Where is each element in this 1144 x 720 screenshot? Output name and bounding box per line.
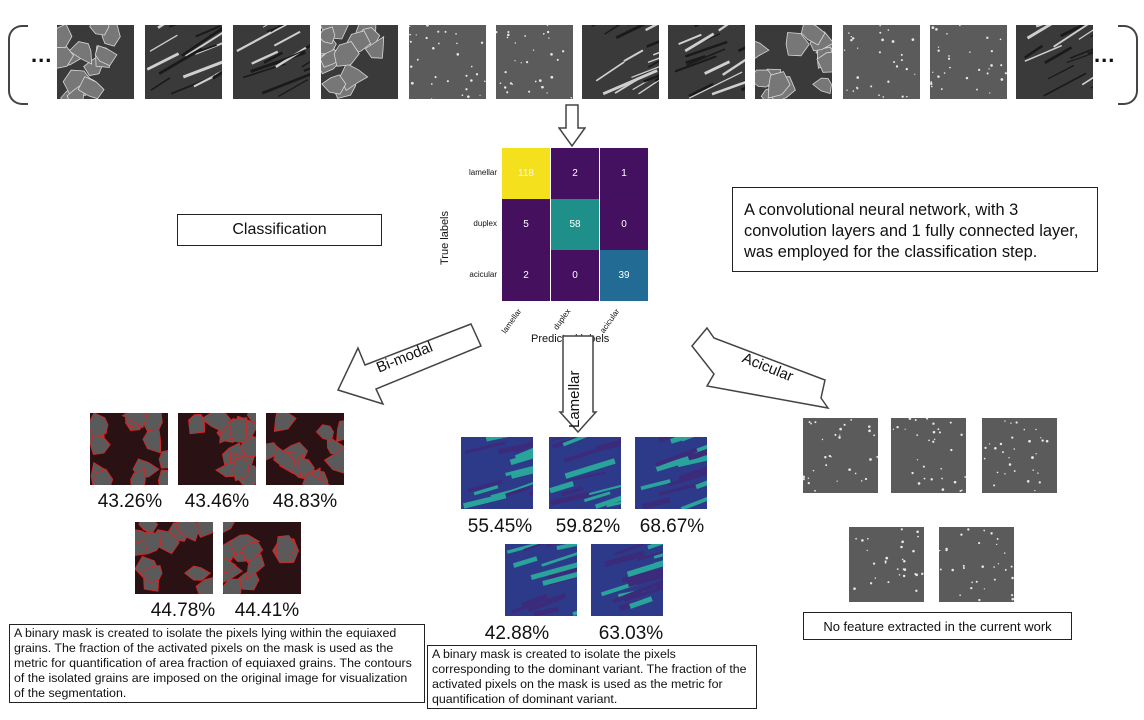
lamellar-arrow	[558, 335, 598, 434]
right-bracket	[1118, 25, 1138, 105]
micrograph-thumbnail	[843, 24, 920, 99]
cm-cell: 58	[551, 199, 599, 250]
cm-row-label: acicular	[469, 270, 497, 279]
acicular-micrograph	[891, 417, 967, 493]
bimodal-segmented-micrograph	[85, 404, 179, 494]
micrograph-thumbnail	[748, 20, 848, 111]
bimodal-description: A binary mask is created to isolate the …	[9, 624, 425, 703]
cm-cell: 118	[502, 148, 550, 199]
lamellar-mask-micrograph	[635, 417, 743, 511]
classification-label: Classification	[177, 214, 382, 246]
micrograph-thumbnail	[43, 14, 134, 109]
lamellar-pct-4: 42.88%	[484, 623, 550, 644]
cm-cell: 2	[551, 148, 599, 199]
cm-cell: 1	[600, 148, 648, 199]
acicular-description: No feature extracted in the current work	[803, 612, 1072, 640]
acicular-micrograph	[982, 418, 1057, 493]
micrograph-thumbnail	[309, 11, 398, 99]
micrograph-thumbnail	[1016, 9, 1138, 99]
down-arrow-icon	[558, 104, 586, 148]
micrograph-thumbnail	[495, 24, 573, 99]
cm-row-label: lamellar	[468, 168, 497, 177]
cnn-note: A convolutional neural network, with 3 c…	[732, 187, 1098, 272]
bimodal-arrow	[336, 323, 483, 406]
left-bracket	[8, 25, 28, 105]
micrograph-thumbnail	[145, 13, 268, 99]
bimodal-segmented-micrograph	[118, 514, 222, 601]
acicular-micrograph	[849, 527, 924, 602]
acicular-micrograph	[802, 418, 879, 493]
micrograph-thumbnail	[582, 0, 689, 99]
lamellar-pct-2: 59.82%	[555, 516, 621, 537]
cm-cell: 39	[600, 250, 648, 301]
cm-cell: 0	[551, 250, 599, 301]
lamellar-pct-1: 55.45%	[467, 516, 533, 537]
bimodal-pct-3: 48.83%	[272, 491, 338, 512]
micrograph-thumbnail	[233, 0, 350, 99]
bimodal-pct-1: 43.26%	[97, 491, 163, 512]
bimodal-segmented-micrograph	[255, 409, 355, 496]
bimodal-segmented-micrograph	[178, 405, 271, 486]
lamellar-mask-micrograph	[549, 426, 660, 509]
lamellar-mask-micrograph	[591, 536, 709, 616]
bimodal-pct-5: 44.41%	[234, 600, 300, 621]
bimodal-pct-4: 44.78%	[150, 600, 216, 621]
lamellar-pct-5: 63.03%	[598, 623, 664, 644]
lamellar-pct-3: 68.67%	[639, 516, 705, 537]
cm-cell: 2	[502, 250, 550, 301]
micrograph-thumbnail	[668, 0, 782, 99]
micrograph-thumbnail	[408, 23, 486, 100]
lamellar-mask-micrograph	[461, 428, 570, 509]
lamellar-label: Lamellar	[566, 370, 583, 428]
cm-row-label: duplex	[473, 219, 497, 228]
micrograph-thumbnail	[930, 24, 1007, 99]
lamellar-mask-micrograph	[505, 534, 606, 617]
cm-ylabel: True labels	[439, 210, 451, 265]
cm-cell: 5	[502, 199, 550, 250]
bimodal-segmented-micrograph	[209, 511, 301, 601]
acicular-micrograph	[938, 527, 1015, 602]
acicular-arrow	[691, 326, 830, 410]
cm-col-label: lamellar	[499, 307, 524, 336]
right-ellipsis: ...	[1094, 42, 1116, 67]
cm-cell: 0	[600, 199, 648, 250]
bimodal-pct-2: 43.46%	[184, 491, 250, 512]
left-ellipsis: ...	[31, 42, 53, 67]
lamellar-description: A binary mask is created to isolate the …	[427, 645, 757, 709]
